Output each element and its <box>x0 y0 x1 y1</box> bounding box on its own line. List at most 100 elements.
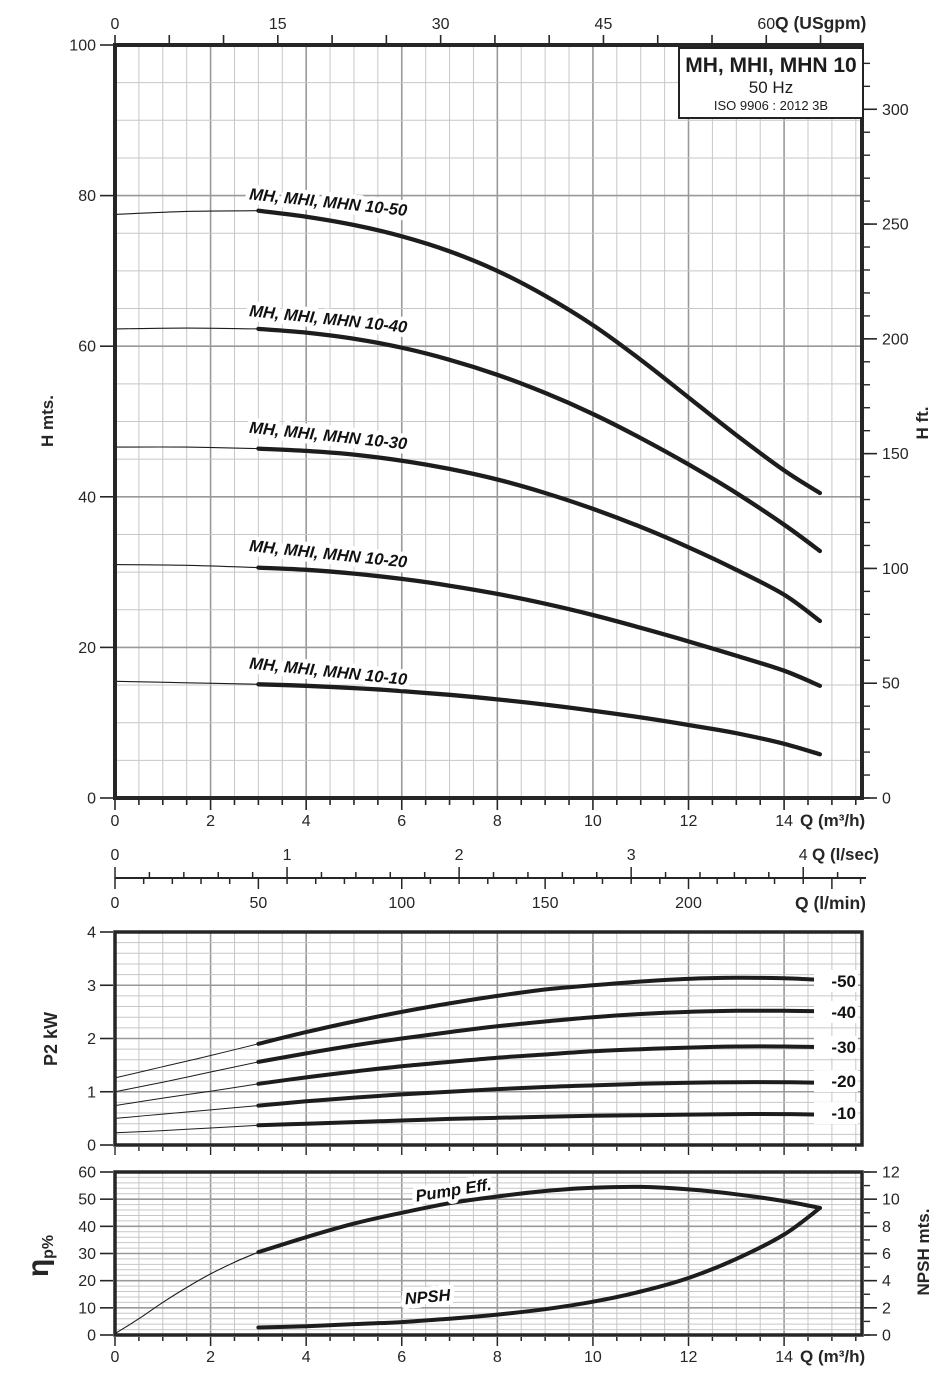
p2-axis-label: P2 kW <box>41 1012 61 1066</box>
lmin-tick-label: 100 <box>388 895 415 912</box>
lsec-tick-label: 0 <box>111 847 120 864</box>
label-patch <box>814 969 858 992</box>
npsh-tick-label: 0 <box>882 1328 891 1345</box>
curve-thin-50 <box>114 1043 259 1079</box>
h-mts-tick-label: 100 <box>69 38 96 55</box>
curve-20 <box>256 1080 822 1108</box>
h-ft-tick-label: 150 <box>882 446 909 463</box>
lmin-tick-label: 150 <box>532 895 559 912</box>
m3h-axis-label: Q (m³/h) <box>800 811 865 830</box>
p2-tick-label: 4 <box>87 925 96 942</box>
m3h-tick-label: 10 <box>584 813 602 830</box>
lsec-tick-label: 1 <box>283 847 292 864</box>
npsh-tick-label: 4 <box>882 1273 891 1290</box>
h-ft-tick-label: 300 <box>882 102 909 119</box>
h-mts-tick-label: 20 <box>78 640 96 657</box>
m3h-tick-label: 6 <box>397 1349 406 1366</box>
curve-thin-pump-eff <box>114 1251 259 1335</box>
eff-panel-curve-labels: Pump Eff.NPSH <box>399 1171 497 1313</box>
lmin-tick-label: 0 <box>111 895 120 912</box>
curve-label-10: -10 <box>831 1104 856 1123</box>
lmin-axis-label: Q (l/min) <box>795 893 866 913</box>
m3h-tick-label: 4 <box>302 1349 311 1366</box>
h-ft-tick-label: 50 <box>882 676 900 693</box>
usgpm-tick-label: 30 <box>432 16 450 33</box>
h-mts-axis-label: H mts. <box>38 395 57 447</box>
curve-thin-mh-mhi-mhn-10-20 <box>114 564 259 569</box>
lsec-tick-label: 3 <box>627 847 636 864</box>
m3h-tick-label: 0 <box>111 1349 120 1366</box>
eff-tick-label: 0 <box>87 1328 96 1345</box>
curve-thin-30 <box>114 1083 259 1107</box>
curve-label-50: -50 <box>831 972 856 991</box>
eff-panel-curves <box>114 1184 822 1335</box>
h-ft-tick-label: 200 <box>882 331 909 348</box>
m3h-tick-label: 12 <box>680 1349 698 1366</box>
curve-thin-20 <box>114 1105 259 1119</box>
m3h-tick-label: 6 <box>397 813 406 830</box>
power-panel-axes: 0 1 2 3 4 P2 kW <box>41 925 857 1155</box>
npsh-axis-label: NPSH mts. <box>914 1209 933 1296</box>
h-mts-tick-label: 60 <box>78 339 96 356</box>
p2-tick-label: 3 <box>87 978 96 995</box>
m3h-tick-label: 2 <box>206 1349 215 1366</box>
eff-tick-label: 50 <box>78 1192 96 1209</box>
iso-standard-label: ISO 9906 : 2012 3B <box>713 97 829 113</box>
lsec-tick-label: 4 <box>799 847 808 864</box>
curve-thin-mh-mhi-mhn-10-50 <box>114 210 259 215</box>
lsec-axis-label: Q (l/sec) <box>812 845 879 864</box>
npsh-tick-label: 6 <box>882 1246 891 1263</box>
h-ft-tick-label: 250 <box>882 217 909 234</box>
h-mts-tick-label: 0 <box>87 791 96 808</box>
h-mts-tick-label: 80 <box>78 188 96 205</box>
curve-mh-mhi-mhn-10-20 <box>256 565 823 688</box>
curve-pump-eff <box>256 1184 822 1255</box>
m3h-tick-label: 8 <box>493 1349 502 1366</box>
m3h-tick-label: 2 <box>206 813 215 830</box>
npsh-tick-label: 12 <box>882 1165 900 1182</box>
curve-thin-40 <box>114 1061 259 1093</box>
power-panel-gridlines <box>115 932 862 1145</box>
m3h-tick-label: 10 <box>584 1349 602 1366</box>
m3h-tick-label: 14 <box>775 1349 793 1366</box>
npsh-tick-label: 2 <box>882 1300 891 1317</box>
pump-model-title: MH, MHI, MHN 10 <box>685 53 857 77</box>
curve-label-30: -30 <box>831 1038 856 1057</box>
eff-axis-label: ηp% <box>22 1235 57 1277</box>
p2-tick-label: 2 <box>87 1031 96 1048</box>
curve-mh-mhi-mhn-10-10 <box>256 682 823 757</box>
m3h-tick-label: 4 <box>302 813 311 830</box>
usgpm-tick-label: 0 <box>111 16 120 33</box>
h-ft-tick-label: 100 <box>882 561 909 578</box>
frequency-label: 50 Hz <box>748 77 794 97</box>
chart-title-box: MH, MHI, MHN 10 50 Hz ISO 9906 : 2012 3B <box>678 47 864 119</box>
curve-50 <box>256 975 822 1046</box>
curve-label-mh-mhi-mhn-10-50: MH, MHI, MHN 10-50 <box>248 185 408 220</box>
head-panel-border <box>113 43 864 800</box>
h-ft-axis-label: H ft. <box>913 406 932 439</box>
usgpm-tick-label: 45 <box>595 16 613 33</box>
h-mts-tick-label: 40 <box>78 489 96 506</box>
curve-label-npsh: NPSH <box>404 1286 452 1308</box>
eff-tick-label: 60 <box>78 1165 96 1182</box>
eff-tick-label: 40 <box>78 1219 96 1236</box>
curve-label-20: -20 <box>831 1072 856 1091</box>
m3h-tick-label: 8 <box>493 813 502 830</box>
curve-thin-10 <box>114 1124 259 1134</box>
eff-tick-label: 20 <box>78 1273 96 1290</box>
npsh-tick-label: 10 <box>882 1192 900 1209</box>
head-panel-axes: 0 15 30 45 60 Q (USgpm)0 2 4 6 8 10 12 14 Q (m³/h)020… <box>38 13 932 830</box>
eff-panel-border <box>113 1170 864 1337</box>
curve-label-40: -40 <box>831 1003 856 1022</box>
curve-mh-mhi-mhn-10-30 <box>256 446 823 624</box>
p2-tick-label: 1 <box>87 1084 96 1101</box>
power-panel-border <box>113 930 864 1147</box>
label-patch <box>814 1000 858 1023</box>
head-panel-gridlines <box>115 45 862 798</box>
curve-40 <box>256 1008 822 1064</box>
usgpm-tick-label: 15 <box>269 16 287 33</box>
